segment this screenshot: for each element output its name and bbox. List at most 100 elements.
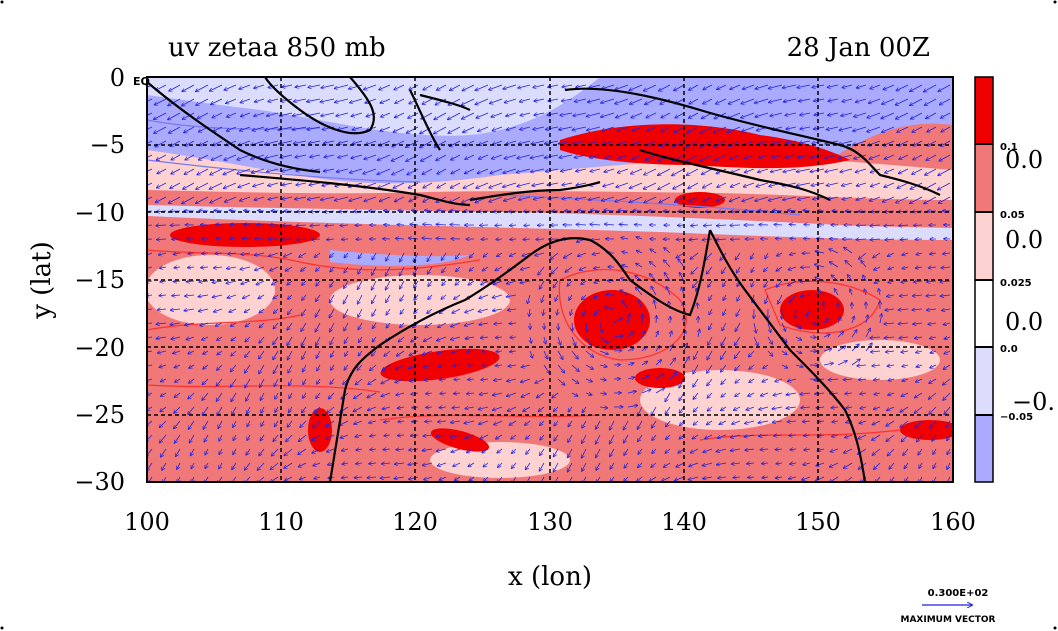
wind-vector [394, 84, 405, 90]
wind-vector [578, 211, 587, 212]
wind-vector [782, 84, 797, 88]
colorbar-side-label: 0.0 [1005, 308, 1043, 336]
wind-vector [730, 154, 741, 159]
wind-vector [185, 295, 195, 296]
wind-vector [316, 280, 321, 286]
wind-vector [709, 294, 713, 300]
wind-vector [434, 126, 447, 134]
wind-vector [243, 294, 251, 298]
light-blue-band-north [147, 77, 600, 136]
wind-vector [496, 239, 503, 240]
wind-vector [888, 252, 895, 256]
x-tick-label: 130 [527, 508, 573, 536]
wind-vector [157, 239, 167, 240]
wind-vector [294, 140, 307, 144]
wind-vector [325, 225, 335, 226]
wind-vector [520, 126, 531, 130]
wind-vector [825, 168, 839, 172]
wind-vector [489, 182, 503, 188]
wind-vector [352, 140, 363, 144]
wind-vector [223, 168, 237, 175]
wind-vector [828, 99, 839, 101]
wind-vector [647, 140, 657, 146]
wind-vector [199, 211, 209, 212]
wind-vector [727, 126, 741, 132]
wind-vector [455, 280, 461, 285]
wind-vector [213, 140, 223, 146]
wind-vector [287, 280, 293, 285]
wind-vector [561, 168, 573, 171]
wind-vector [334, 196, 349, 201]
wind-vector [377, 154, 391, 160]
wind-vector [185, 140, 195, 146]
wind-vector [380, 126, 391, 131]
wind-vector [258, 294, 265, 299]
wind-vector [301, 266, 307, 271]
wind-vector [615, 84, 629, 90]
wind-vector [674, 84, 685, 91]
wind-vector [797, 84, 811, 88]
wind-vector [741, 112, 755, 118]
wind-vector [800, 127, 811, 129]
wind-vector [156, 225, 167, 226]
wind-vector [941, 112, 951, 118]
wind-vector [590, 168, 601, 172]
wind-vector [690, 252, 699, 259]
wind-vector [567, 280, 573, 286]
wind-vector [343, 294, 349, 304]
wind-vector [842, 182, 853, 186]
wind-vector [532, 182, 545, 186]
wind-vector [856, 182, 867, 186]
wind-vector [147, 112, 153, 116]
x-tick-label: 160 [930, 508, 976, 536]
wind-vector [173, 253, 181, 254]
wind-vector [884, 182, 895, 187]
wind-vector [575, 98, 587, 102]
wind-vector [744, 154, 755, 159]
wind-vector [310, 155, 321, 157]
wind-vector [284, 252, 293, 257]
wind-vector [147, 98, 153, 102]
wind-vector [407, 168, 419, 175]
wind-vector [592, 253, 601, 254]
wind-vector [691, 266, 699, 274]
wind-vector [481, 280, 489, 285]
wind-vector [517, 182, 531, 186]
wind-vector [490, 98, 503, 104]
wind-vector [545, 140, 559, 144]
colorbar-segment [975, 212, 993, 280]
wind-vector [551, 266, 559, 274]
wind-vector [520, 281, 531, 283]
wind-vector [616, 112, 629, 118]
wind-vector [182, 196, 195, 204]
y-tick-label: −30 [74, 468, 125, 496]
wind-vector [910, 84, 923, 91]
wind-vector [676, 252, 685, 258]
wind-vector [713, 126, 727, 133]
wind-vector [409, 196, 419, 202]
wind-vector [673, 182, 685, 189]
wind-vector [544, 154, 559, 158]
wind-vector [575, 196, 587, 199]
wind-vector [672, 168, 685, 176]
wind-vector [743, 84, 755, 89]
wind-vector [386, 294, 391, 302]
wind-vector [324, 155, 335, 157]
wind-vector [155, 196, 167, 203]
wind-vector [565, 266, 573, 272]
wind-vector [633, 140, 643, 145]
reference-vector: 0.300E+02 MAXIMUM VECTOR [900, 588, 995, 625]
wind-vector [182, 112, 195, 119]
wind-vector [881, 112, 895, 119]
wind-vector [664, 273, 671, 282]
wind-vector [378, 182, 391, 188]
wind-vector [604, 168, 615, 172]
wind-vector [804, 224, 811, 225]
wind-vector [675, 112, 685, 118]
wind-vector [476, 112, 489, 118]
wind-vector [395, 98, 405, 103]
wind-vector [199, 140, 209, 146]
wind-vector [869, 98, 881, 103]
wind-vector [442, 266, 447, 273]
strong-vorticity-blob [574, 290, 650, 350]
